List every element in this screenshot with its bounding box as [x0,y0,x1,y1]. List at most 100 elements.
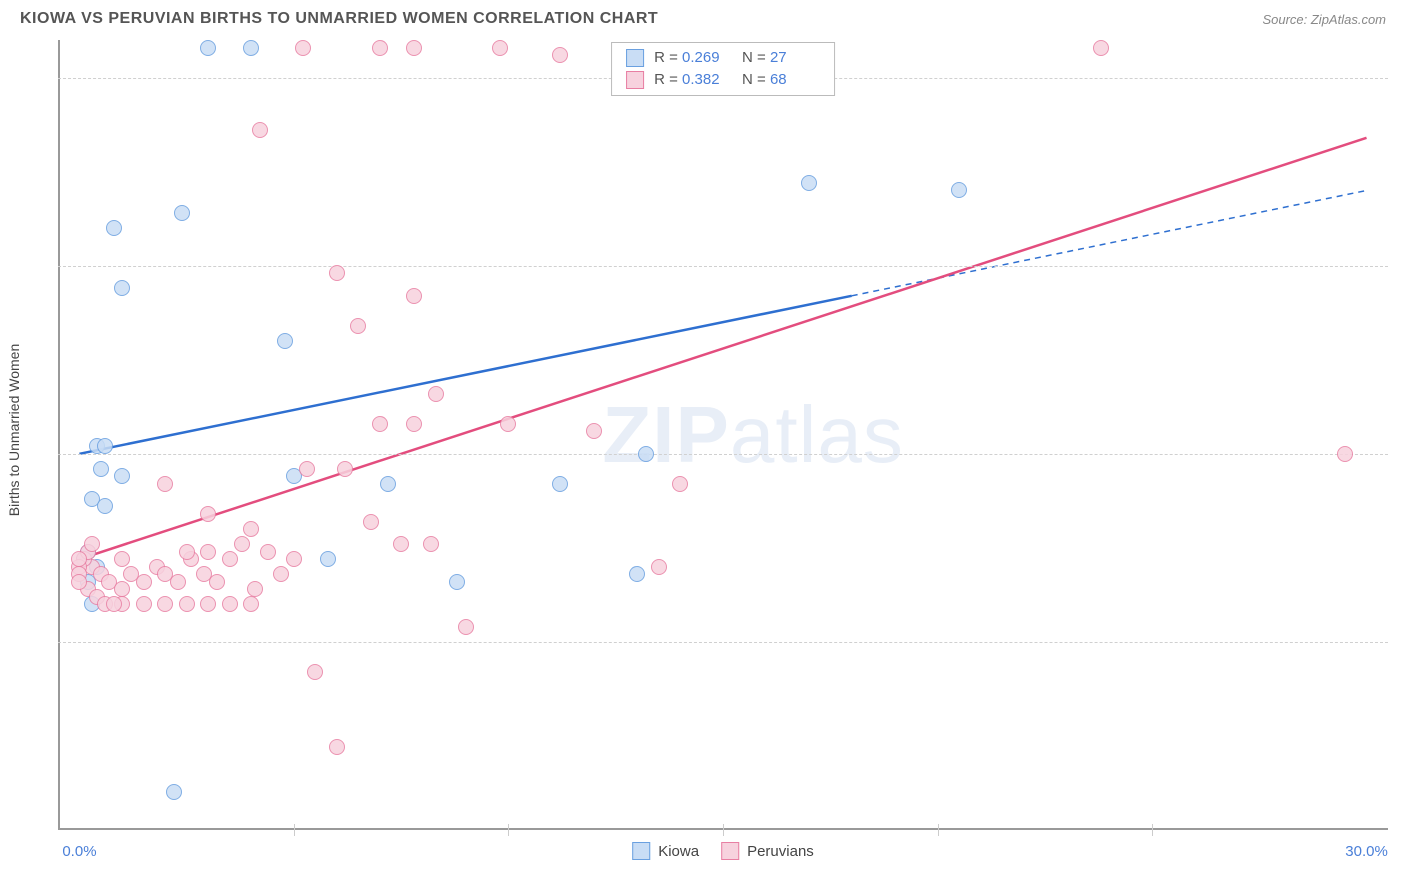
data-point [114,581,130,597]
data-point [84,536,100,552]
data-point [157,476,173,492]
data-point [672,476,688,492]
x-tick [508,824,509,836]
data-point [320,551,336,567]
swatch-peruvians [626,71,644,89]
data-point [179,596,195,612]
data-point [260,544,276,560]
gridline [58,454,1388,455]
data-point [286,551,302,567]
data-point [801,175,817,191]
data-point [243,521,259,537]
data-point [638,446,654,462]
data-point [350,318,366,334]
gridline [58,642,1388,643]
data-point [166,784,182,800]
data-point [500,416,516,432]
legend-item-peruvians: Peruvians [721,842,814,860]
data-point [277,333,293,349]
data-point [1093,40,1109,56]
legend-item-kiowa: Kiowa [632,842,699,860]
stats-legend: R = 0.269 N = 27 R = 0.382 N = 68 [611,42,835,96]
data-point [200,544,216,560]
data-point [136,574,152,590]
x-tick [294,824,295,836]
chart-title: KIOWA VS PERUVIAN BIRTHS TO UNMARRIED WO… [20,10,658,28]
gridline [58,266,1388,267]
data-point [234,536,250,552]
data-point [629,566,645,582]
legend-label-kiowa: Kiowa [658,843,699,860]
data-point [157,596,173,612]
data-point [222,596,238,612]
swatch-peruvians-icon [721,842,739,860]
x-tick [1152,824,1153,836]
data-point [247,581,263,597]
data-point [170,574,186,590]
data-point [97,498,113,514]
data-point [114,468,130,484]
data-point [372,416,388,432]
data-point [295,40,311,56]
data-point [71,551,87,567]
data-point [951,182,967,198]
data-point [449,574,465,590]
stats-row-peruvians: R = 0.382 N = 68 [626,69,820,91]
y-axis-line [58,40,60,830]
data-point [329,739,345,755]
legend-label-peruvians: Peruvians [747,843,814,860]
data-point [200,596,216,612]
data-point [380,476,396,492]
x-tick-label: 30.0% [1345,843,1388,860]
data-point [97,438,113,454]
trend-lines [58,40,1388,830]
series-legend: Kiowa Peruvians [632,842,814,860]
x-tick [723,824,724,836]
data-point [406,416,422,432]
data-point [222,551,238,567]
data-point [458,619,474,635]
data-point [114,280,130,296]
data-point [71,574,87,590]
source-label: Source: ZipAtlas.com [1262,12,1386,27]
data-point [393,536,409,552]
data-point [307,664,323,680]
data-point [363,514,379,530]
data-point [406,288,422,304]
data-point [93,461,109,477]
data-point [406,40,422,56]
data-point [106,596,122,612]
data-point [1337,446,1353,462]
x-tick-label: 0.0% [62,843,96,860]
data-point [114,551,130,567]
data-point [492,40,508,56]
stats-row-kiowa: R = 0.269 N = 27 [626,47,820,69]
data-point [243,40,259,56]
data-point [209,574,225,590]
swatch-kiowa [626,49,644,67]
data-point [329,265,345,281]
watermark: ZIPatlas [602,389,903,481]
x-tick [938,824,939,836]
data-point [552,47,568,63]
data-point [273,566,289,582]
data-point [586,423,602,439]
data-point [136,596,152,612]
chart-area: ZIPatlas 25.0%50.0%75.0%100.0%0.0%30.0% … [58,40,1388,830]
data-point [423,536,439,552]
data-point [252,122,268,138]
data-point [243,596,259,612]
data-point [179,544,195,560]
data-point [200,40,216,56]
y-axis-label: Births to Unmarried Women [6,344,22,516]
data-point [299,461,315,477]
data-point [337,461,353,477]
data-point [428,386,444,402]
swatch-kiowa-icon [632,842,650,860]
data-point [174,205,190,221]
data-point [200,506,216,522]
data-point [651,559,667,575]
data-point [372,40,388,56]
data-point [106,220,122,236]
data-point [552,476,568,492]
